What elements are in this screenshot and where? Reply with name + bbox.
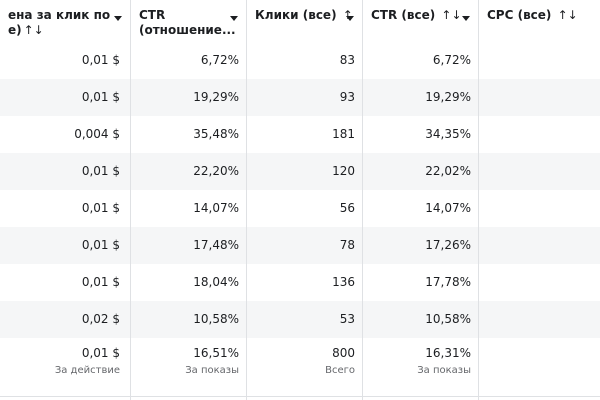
col-header-line1: CPC (все) [487, 8, 552, 22]
sort-arrows-icon[interactable]: ↑↓ [23, 23, 44, 37]
total-cell: 16,51% За показы [131, 338, 247, 394]
table-cell: 22,20% [193, 164, 239, 178]
table-cell [479, 227, 600, 264]
table-cell: 6,72% [200, 53, 239, 67]
table-cell [479, 301, 600, 338]
col-header-line1: CTR [139, 8, 166, 22]
table-row: 0,01 $ 18,04% 136 17,78% [0, 264, 600, 301]
column-divider [130, 0, 131, 400]
table-cell: 10,58% [425, 312, 471, 326]
col-header-cpc-all[interactable]: CPC (все) ↑↓ [479, 0, 600, 42]
col-header-line1: Клики (все) [255, 8, 337, 22]
chevron-down-icon[interactable] [114, 16, 122, 21]
table-cell: 18,04% [193, 275, 239, 289]
table-cell [479, 42, 600, 79]
table-row: 0,01 $ 6,72% 83 6,72% [0, 42, 600, 79]
table-cell: 0,01 $ [81, 201, 120, 215]
table-cell: 0,01 $ [81, 238, 120, 252]
table-cell: 34,35% [425, 127, 471, 141]
sort-arrows-icon[interactable]: ↑↓ [441, 8, 462, 22]
table-cell [479, 190, 600, 227]
table-cell: 17,26% [425, 238, 471, 252]
table-cell: 35,48% [193, 127, 239, 141]
table-row: 0,01 $ 14,07% 56 14,07% [0, 190, 600, 227]
col-header-ctr-all[interactable]: CTR (все) ↑↓ [363, 0, 479, 42]
totals-row: 0,01 $ За действие 16,51% За показы 800 Всего… [0, 338, 600, 394]
chevron-down-icon[interactable] [230, 16, 238, 21]
table-cell: 0,004 $ [74, 127, 120, 141]
column-divider [246, 0, 247, 400]
table-cell: 10,58% [193, 312, 239, 326]
col-header-line2: е) [8, 23, 22, 37]
table-cell: 136 [332, 275, 355, 289]
col-header-line2: (отношение... [139, 23, 236, 37]
col-header-line1: CTR (все) [371, 8, 436, 22]
table-cell: 17,48% [193, 238, 239, 252]
table-cell: 56 [339, 201, 355, 215]
table-cell: 181 [332, 127, 355, 141]
table-cell: 0,01 $ [81, 164, 120, 178]
total-cell: 0,01 $ За действие [0, 338, 128, 394]
table-row: 0,004 $ 35,48% 181 34,35% [0, 116, 600, 153]
chevron-down-icon[interactable] [462, 16, 470, 21]
table-row: 0,02 $ 10,58% 53 10,58% [0, 301, 600, 338]
col-header-line1: ена за клик по [8, 8, 111, 22]
table-cell: 0,01 $ [81, 53, 120, 67]
table-cell: 120 [332, 164, 355, 178]
total-value: 16,51% [193, 346, 239, 360]
column-divider [362, 0, 363, 400]
total-cell: 800 Всего [247, 338, 363, 394]
col-header-cost-per-click[interactable]: ена за клик по е) ↑↓ [0, 0, 131, 42]
table-cell: 83 [339, 53, 355, 67]
table-cell: 14,07% [193, 201, 239, 215]
total-caption: За показы [417, 365, 471, 376]
table-cell: 14,07% [425, 201, 471, 215]
total-caption: За показы [185, 365, 239, 376]
table-cell: 0,01 $ [81, 90, 120, 104]
column-divider [478, 0, 479, 400]
table-header: ена за клик по е) ↑↓ CTR (отношение... Кл… [0, 0, 600, 42]
total-cell [479, 338, 600, 394]
table-cell: 53 [339, 312, 355, 326]
table-cell: 17,78% [425, 275, 471, 289]
total-caption: За действие [54, 365, 120, 376]
table-row: 0,01 $ 17,48% 78 17,26% [0, 227, 600, 264]
col-header-clicks-all[interactable]: Клики (все) ↑↓ [247, 0, 363, 42]
table-cell: 19,29% [193, 90, 239, 104]
table-cell: 22,02% [425, 164, 471, 178]
total-caption: Всего [325, 365, 355, 376]
total-cell: 16,31% За показы [363, 338, 479, 394]
table-cell [479, 116, 600, 153]
table-bottom-border [0, 396, 600, 397]
table-cell: 19,29% [425, 90, 471, 104]
table-cell: 6,72% [432, 53, 471, 67]
table-cell: 93 [339, 90, 355, 104]
table-cell: 78 [339, 238, 355, 252]
table-cell [479, 79, 600, 116]
chevron-down-icon[interactable] [346, 16, 354, 21]
sort-arrows-icon[interactable]: ↑↓ [557, 8, 578, 22]
table-cell [479, 153, 600, 190]
total-value: 16,31% [425, 346, 471, 360]
table-row: 0,01 $ 22,20% 120 22,02% [0, 153, 600, 190]
col-header-ctr[interactable]: CTR (отношение... [131, 0, 247, 42]
table-cell [479, 264, 600, 301]
total-value: 0,01 $ [81, 346, 120, 360]
total-value: 800 [332, 346, 355, 360]
table-cell: 0,01 $ [81, 275, 120, 289]
table-cell: 0,02 $ [81, 312, 120, 326]
table-row: 0,01 $ 19,29% 93 19,29% [0, 79, 600, 116]
